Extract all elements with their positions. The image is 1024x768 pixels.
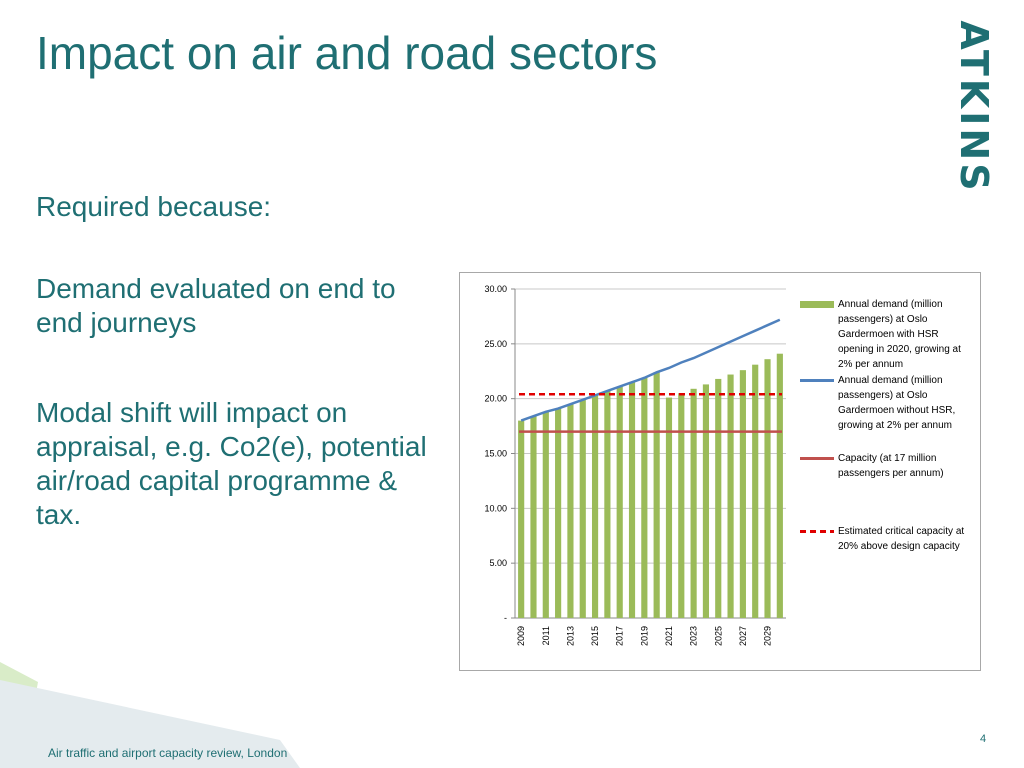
- y-tick-label: 20.00: [484, 394, 507, 404]
- y-tick-label: 15.00: [484, 449, 507, 459]
- x-tick-label: 2011: [541, 626, 551, 645]
- legend-label-capacity: Capacity (at 17 million passengers per a…: [838, 453, 944, 479]
- slide-title: Impact on air and road sectors: [36, 27, 658, 79]
- legend-swatch-capacity: [800, 457, 834, 460]
- x-tick-label: 2009: [516, 626, 526, 646]
- x-tick-label: 2013: [565, 626, 575, 646]
- page-number: 4: [980, 733, 987, 745]
- legend-swatch-critical: [800, 530, 834, 533]
- bar: [776, 353, 783, 618]
- x-tick-label: 2029: [763, 626, 773, 646]
- x-tick-label: 2025: [713, 626, 723, 646]
- body-text-modal-shift: Modal shift will impact on appraisal, e.…: [36, 396, 441, 532]
- paragraph-modal-shift: Modal shift will impact on appraisal, e.…: [36, 397, 427, 530]
- y-tick-label: 30.00: [484, 284, 507, 294]
- x-tick-label: 2017: [615, 626, 625, 646]
- decorative-shapes: [0, 662, 300, 768]
- bar: [727, 374, 734, 618]
- y-tick-label: -: [504, 613, 507, 623]
- y-tick-label: 10.00: [484, 503, 507, 513]
- x-tick-label: 2021: [664, 626, 674, 646]
- bar: [591, 395, 599, 618]
- x-tick-label: 2015: [590, 626, 600, 646]
- bar: [604, 390, 611, 618]
- bar: [764, 359, 771, 618]
- bar: [641, 377, 648, 618]
- legend-swatch-bars: [800, 301, 834, 308]
- bar: [555, 408, 562, 618]
- bar: [579, 399, 586, 618]
- legend-label-without-hsr: Annual demand (million passengers) at Os…: [838, 375, 956, 431]
- bar: [567, 404, 574, 618]
- bar: [678, 393, 685, 618]
- bar: [690, 388, 697, 618]
- bar: [518, 420, 525, 618]
- chart-svg: 30.00 25.00 20.00 15.00 10.00 5.00 -2009 2011 20…: [484, 284, 786, 646]
- bar: [752, 364, 759, 618]
- x-tick-label: 2019: [639, 626, 649, 646]
- deco-grey-shape: [0, 680, 300, 768]
- bar: [715, 378, 722, 618]
- bar: [739, 370, 746, 618]
- body-text-demand: Demand evaluated on end to end journeys: [36, 272, 446, 340]
- atkins-logo-text: ATKINS: [952, 20, 996, 194]
- series-line: [520, 318, 781, 422]
- legend-label-with-hsr: Annual demand (million passengers) at Os…: [838, 299, 961, 370]
- legend-label-critical: Estimated critical capacity at 20% above…: [838, 526, 965, 552]
- x-tick-label: 2023: [689, 626, 699, 646]
- y-tick-label: 5.00: [489, 558, 507, 568]
- bar: [628, 382, 636, 618]
- footer-text: Air traffic and airport capacity review,…: [48, 746, 288, 760]
- bar: [665, 397, 673, 618]
- bar: [542, 411, 549, 618]
- bar: [653, 372, 660, 618]
- y-tick-label: 25.00: [484, 339, 507, 349]
- body-text-required: Required because:: [36, 190, 446, 224]
- paragraph-demand: Demand evaluated on end to end journeys: [36, 273, 396, 338]
- demand-chart: 30.00 25.00 20.00 15.00 10.00 5.00 -2009 2011 20…: [459, 272, 981, 671]
- bar: [530, 416, 537, 618]
- bar: [702, 384, 710, 618]
- legend-swatch-blue-line: [800, 379, 834, 382]
- paragraph-required: Required because:: [36, 191, 272, 222]
- x-tick-label: 2027: [738, 626, 748, 646]
- bar: [616, 386, 623, 618]
